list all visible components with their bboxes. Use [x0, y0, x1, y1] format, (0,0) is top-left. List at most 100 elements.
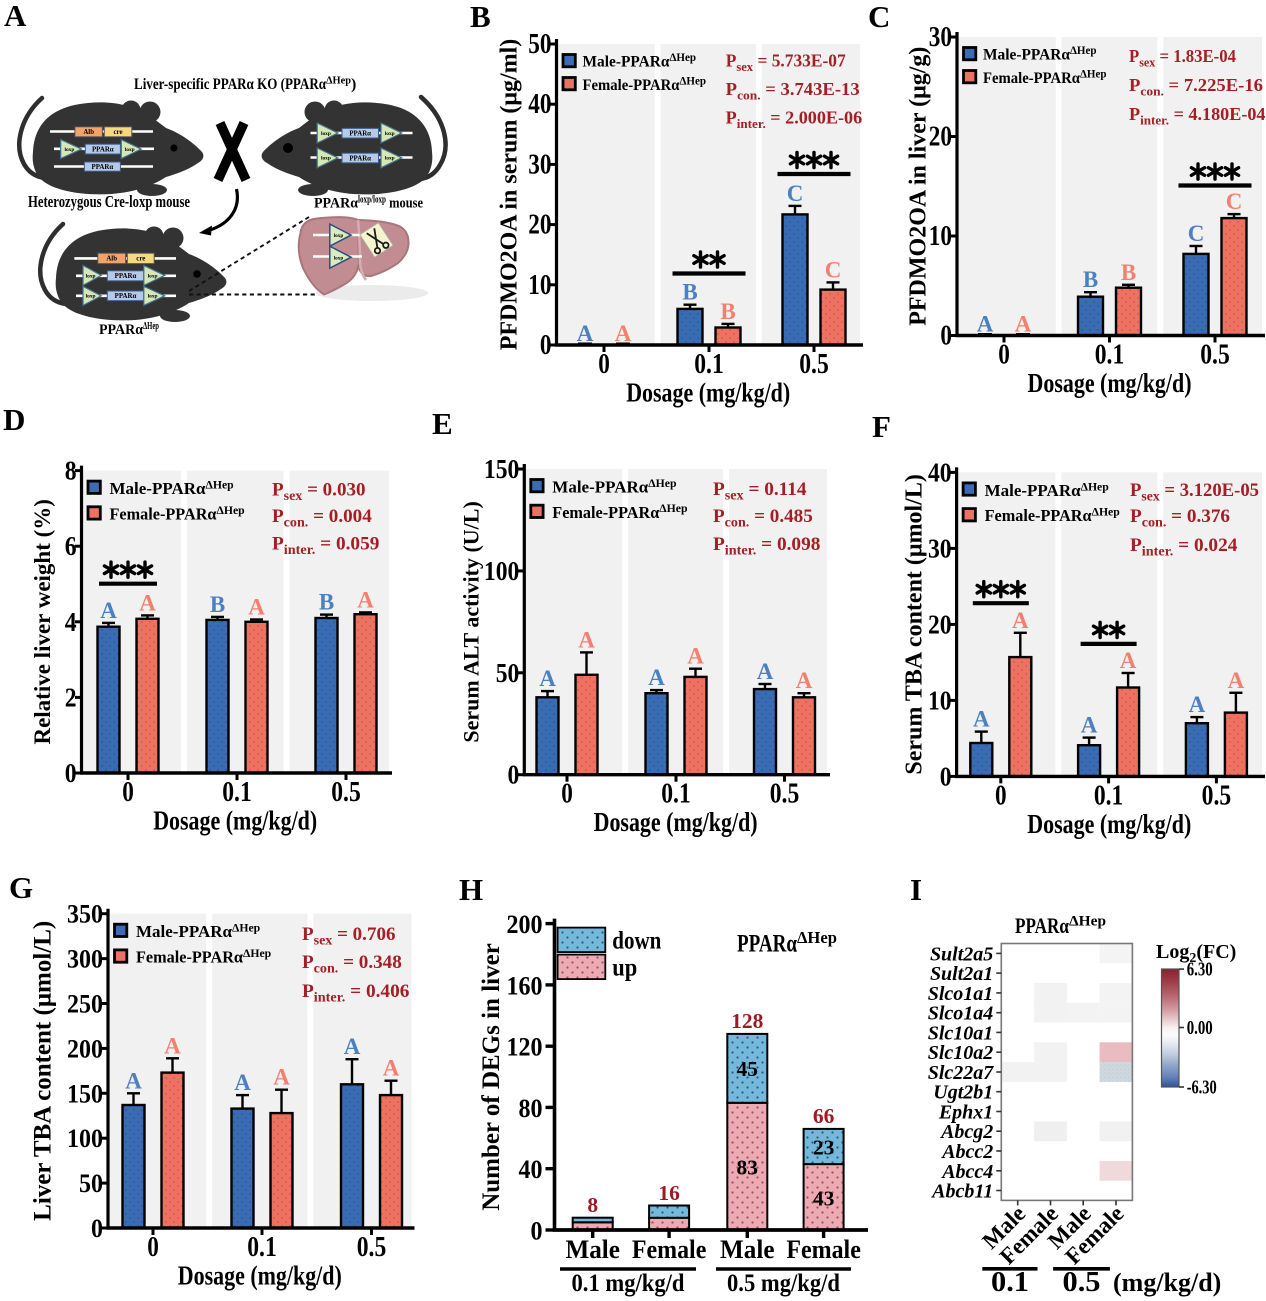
svg-text:30: 30 — [528, 148, 551, 180]
svg-text:A: A — [796, 668, 813, 693]
svg-text:A: A — [4, 0, 27, 33]
svg-text:A: A — [1120, 648, 1137, 673]
svg-text:Log2(FC): Log2(FC) — [1156, 941, 1236, 966]
svg-text:0.1: 0.1 — [694, 348, 724, 380]
svg-text:0.5 mg/kg/d: 0.5 mg/kg/d — [727, 1268, 840, 1297]
svg-text:0: 0 — [65, 758, 77, 788]
svg-text:loxp: loxp — [385, 156, 395, 162]
svg-text:50: 50 — [528, 28, 551, 60]
svg-text:A: A — [577, 321, 594, 346]
svg-text:F: F — [872, 409, 891, 444]
svg-text:loxp: loxp — [86, 273, 96, 279]
svg-text:43: 43 — [813, 1186, 835, 1210]
svg-text:loxp: loxp — [86, 294, 96, 300]
svg-text:Psex = 0.114: Psex = 0.114 — [713, 479, 807, 504]
svg-text:0.5: 0.5 — [1202, 779, 1232, 811]
svg-text:Male: Male — [720, 1235, 775, 1264]
svg-text:0.1: 0.1 — [247, 1231, 277, 1263]
svg-text:200: 200 — [507, 909, 543, 939]
svg-text:loxp: loxp — [321, 156, 331, 162]
svg-text:50: 50 — [496, 658, 520, 688]
svg-text:0.1: 0.1 — [991, 1267, 1029, 1298]
svg-text:160: 160 — [507, 970, 543, 1000]
svg-text:loxp: loxp — [125, 147, 135, 153]
svg-text:Number of DEGs in liver: Number of DEGs in liver — [478, 943, 505, 1211]
svg-text:80: 80 — [519, 1093, 543, 1123]
svg-text:Dosage (mg/kg/d): Dosage (mg/kg/d) — [626, 378, 790, 408]
svg-text:Slco1a1: Slco1a1 — [928, 983, 994, 1005]
svg-text:40: 40 — [528, 88, 551, 120]
svg-text:Heterozygous Cre-loxp mouse: Heterozygous Cre-loxp mouse — [28, 192, 190, 211]
svg-text:0: 0 — [940, 320, 952, 352]
svg-text:120: 120 — [507, 1032, 543, 1062]
svg-text:Female: Female — [786, 1235, 861, 1264]
svg-text:A: A — [1015, 312, 1032, 337]
svg-text:A: A — [100, 598, 117, 623]
svg-text:50: 50 — [79, 1168, 103, 1198]
svg-text:C: C — [825, 257, 842, 282]
svg-text:B: B — [470, 0, 491, 34]
svg-text:Pinter. = 0.406: Pinter. = 0.406 — [302, 981, 409, 1006]
svg-text:66: 66 — [813, 1104, 835, 1128]
svg-text:A: A — [344, 1034, 361, 1059]
svg-text:PPARα: PPARα — [115, 293, 137, 300]
svg-text:up: up — [612, 954, 637, 981]
svg-text:loxp: loxp — [64, 147, 74, 153]
svg-text:250: 250 — [67, 989, 103, 1019]
svg-text:loxp: loxp — [148, 273, 158, 279]
svg-text:0: 0 — [531, 1216, 543, 1246]
svg-text:A: A — [139, 590, 156, 615]
svg-text:Female-PPARαΔHep: Female-PPARαΔHep — [985, 506, 1121, 526]
svg-text:300: 300 — [67, 944, 103, 974]
svg-text:Dosage (mg/kg/d): Dosage (mg/kg/d) — [153, 806, 317, 836]
svg-text:A: A — [757, 659, 774, 684]
svg-text:A: A — [234, 1070, 251, 1095]
svg-text:A: A — [1081, 713, 1098, 738]
svg-text:200: 200 — [67, 1033, 103, 1063]
svg-text:Female: Female — [632, 1235, 707, 1264]
svg-text:A: A — [578, 627, 595, 652]
svg-text:PPARα: PPARα — [349, 155, 371, 162]
svg-text:Dosage (mg/kg/d): Dosage (mg/kg/d) — [594, 807, 758, 837]
svg-text:Abcc2: Abcc2 — [940, 1141, 993, 1163]
svg-text:Female-PPARαΔHep: Female-PPARαΔHep — [583, 76, 707, 94]
svg-text:C: C — [1188, 221, 1205, 246]
svg-text:4: 4 — [65, 607, 77, 637]
svg-text:0.5: 0.5 — [799, 348, 829, 380]
svg-text:Sult2a1: Sult2a1 — [930, 963, 993, 985]
svg-text:83: 83 — [737, 1156, 759, 1180]
svg-text:loxp: loxp — [334, 233, 344, 239]
svg-text:0: 0 — [508, 760, 520, 790]
svg-text:16: 16 — [658, 1181, 680, 1205]
svg-text:0: 0 — [598, 348, 610, 380]
svg-text:B: B — [1083, 267, 1098, 292]
svg-text:C: C — [787, 181, 804, 206]
svg-text:Slc10a2: Slc10a2 — [928, 1042, 994, 1064]
svg-text:10: 10 — [929, 220, 952, 252]
svg-text:A: A — [539, 666, 556, 691]
svg-text:loxp: loxp — [385, 131, 395, 137]
svg-text:Alb: Alb — [83, 129, 94, 136]
svg-text:40: 40 — [928, 457, 952, 487]
svg-text:B: B — [319, 590, 334, 615]
svg-text:0: 0 — [995, 779, 1007, 811]
svg-text:Abcc4: Abcc4 — [940, 1161, 993, 1183]
svg-text:Dosage (mg/kg/d): Dosage (mg/kg/d) — [1028, 368, 1192, 398]
svg-text:G: G — [9, 870, 33, 905]
svg-text:6: 6 — [65, 531, 77, 561]
svg-text:H: H — [459, 872, 483, 907]
svg-text:Serum TBA content (μmol/L): Serum TBA content (μmol/L) — [902, 474, 928, 775]
svg-text:40: 40 — [519, 1154, 543, 1184]
svg-text:loxp: loxp — [321, 131, 331, 137]
svg-text:45: 45 — [737, 1057, 759, 1081]
svg-text:Abcb11: Abcb11 — [930, 1181, 993, 1203]
svg-text:A: A — [687, 644, 704, 669]
svg-text:Female-PPARαΔHep: Female-PPARαΔHep — [110, 504, 246, 524]
svg-text:(mg/kg/d): (mg/kg/d) — [1113, 1268, 1221, 1297]
svg-text:Alb: Alb — [106, 256, 117, 263]
svg-text:20: 20 — [928, 609, 952, 639]
svg-text:Psex = 1.83E-04: Psex = 1.83E-04 — [1129, 46, 1236, 70]
svg-text:Serum ALT activity (U/L): Serum ALT activity (U/L) — [459, 501, 484, 742]
svg-text:0: 0 — [147, 1231, 159, 1263]
svg-text:Male-PPARαΔHep: Male-PPARαΔHep — [583, 52, 697, 70]
